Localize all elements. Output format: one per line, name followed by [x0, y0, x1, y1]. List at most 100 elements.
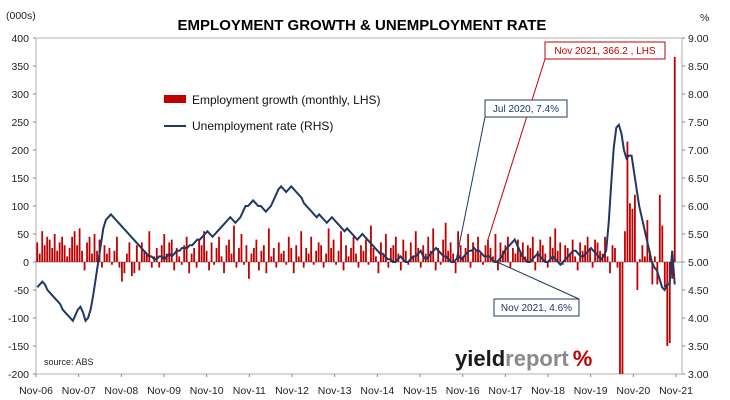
employment-bar: [367, 262, 370, 265]
x-tick-label: Nov-20: [616, 385, 650, 397]
employment-bar: [116, 236, 118, 262]
employment-bar: [414, 231, 417, 262]
employment-bar: [487, 239, 489, 262]
employment-bar: [594, 239, 596, 262]
left-axis-unit: (000s): [6, 10, 36, 22]
employment-bar: [46, 236, 49, 262]
employment-bar: [432, 228, 435, 262]
logo-percent-symbol: %: [573, 346, 593, 371]
employment-bar: [322, 262, 325, 268]
employment-bar: [447, 250, 450, 262]
annotation-label: Jul 2020, 7.4%: [493, 104, 559, 115]
employment-bar: [576, 262, 579, 271]
employment-bar: [439, 262, 442, 265]
employment-bar: [362, 250, 365, 262]
x-tick-label: Nov-19: [574, 385, 608, 397]
legend-swatch-employment: [164, 95, 186, 103]
employment-bar: [238, 248, 240, 262]
right-tick-label: 7.00: [688, 145, 709, 157]
employment-bar: [661, 225, 664, 262]
left-tick-label: -100: [8, 313, 29, 325]
employment-bar: [624, 231, 626, 262]
employment-bar: [539, 239, 542, 262]
employment-bar: [529, 248, 532, 262]
employment-bar: [574, 256, 577, 262]
employment-bar: [454, 262, 457, 274]
employment-bar: [626, 141, 629, 262]
employment-bar: [494, 234, 497, 262]
employment-bar: [260, 250, 263, 262]
employment-bar: [345, 245, 347, 262]
employment-bar: [218, 236, 220, 262]
x-tick-label: Nov-06: [19, 385, 53, 397]
employment-bar: [616, 262, 619, 268]
employment-bar: [653, 256, 656, 262]
left-tick-label: 300: [11, 89, 29, 101]
employment-bar: [429, 250, 432, 262]
employment-bar: [125, 253, 128, 262]
employment-bar: [482, 262, 484, 265]
left-tick-label: -200: [8, 369, 29, 381]
employment-bar: [78, 228, 81, 262]
employment-bar: [579, 242, 582, 262]
employment-bar: [230, 253, 233, 262]
employment-bar: [317, 242, 320, 262]
employment-bar: [596, 242, 599, 262]
employment-bar: [285, 262, 288, 265]
employment-bar: [240, 234, 243, 262]
employment-bar: [377, 262, 380, 274]
right-tick-label: 8.50: [688, 61, 709, 73]
employment-bar: [292, 262, 295, 274]
employment-bar: [198, 239, 201, 262]
employment-bar: [287, 236, 290, 262]
employment-bar: [168, 242, 171, 262]
employment-bar: [404, 250, 407, 262]
employment-bar: [559, 242, 562, 262]
employment-bar: [175, 248, 178, 262]
employment-bar: [200, 245, 203, 262]
employment-bar: [58, 242, 61, 262]
employment-bar: [636, 262, 639, 290]
x-tick-label: Nov-08: [104, 385, 138, 397]
employment-bar: [534, 262, 537, 271]
employment-bar: [586, 236, 589, 262]
employment-bar: [589, 248, 591, 262]
employment-bar: [484, 245, 487, 262]
employment-bar: [233, 225, 235, 262]
left-tick-label: 0: [23, 257, 29, 269]
employment-bar: [536, 250, 539, 262]
annotation-box: [493, 298, 580, 317]
employment-bar: [352, 236, 355, 262]
employment-bar: [477, 236, 479, 262]
left-tick-label: 100: [11, 201, 29, 213]
left-tick-label: 50: [17, 229, 29, 241]
employment-bar: [173, 262, 176, 271]
left-tick-label: -150: [8, 341, 29, 353]
employment-bar: [591, 262, 594, 268]
employment-bar: [387, 262, 390, 268]
employment-bar: [673, 56, 676, 262]
svg-text:yieldreport%: yieldreport%: [455, 346, 592, 371]
employment-bar: [253, 248, 255, 262]
employment-bar: [215, 248, 218, 262]
employment-bar: [83, 262, 86, 271]
legend-label-employment: Employment growth (monthly, LHS): [192, 93, 381, 107]
employment-bar: [91, 253, 93, 262]
logo-text-yield: yield: [455, 346, 505, 371]
employment-bar: [519, 250, 522, 262]
employment-bar: [546, 262, 549, 268]
employment-bar: [631, 208, 634, 262]
employment-bar: [509, 262, 512, 268]
x-tick-label: Nov-12: [275, 385, 309, 397]
employment-bar: [419, 262, 422, 268]
employment-bar: [489, 248, 492, 262]
employment-bar: [380, 242, 382, 262]
employment-bar: [243, 262, 245, 265]
employment-bar: [307, 253, 310, 262]
right-tick-label: 7.50: [688, 117, 709, 129]
employment-bar: [342, 262, 345, 271]
employment-bar: [205, 250, 208, 262]
employment-bar: [305, 248, 308, 262]
employment-bar: [180, 262, 183, 265]
